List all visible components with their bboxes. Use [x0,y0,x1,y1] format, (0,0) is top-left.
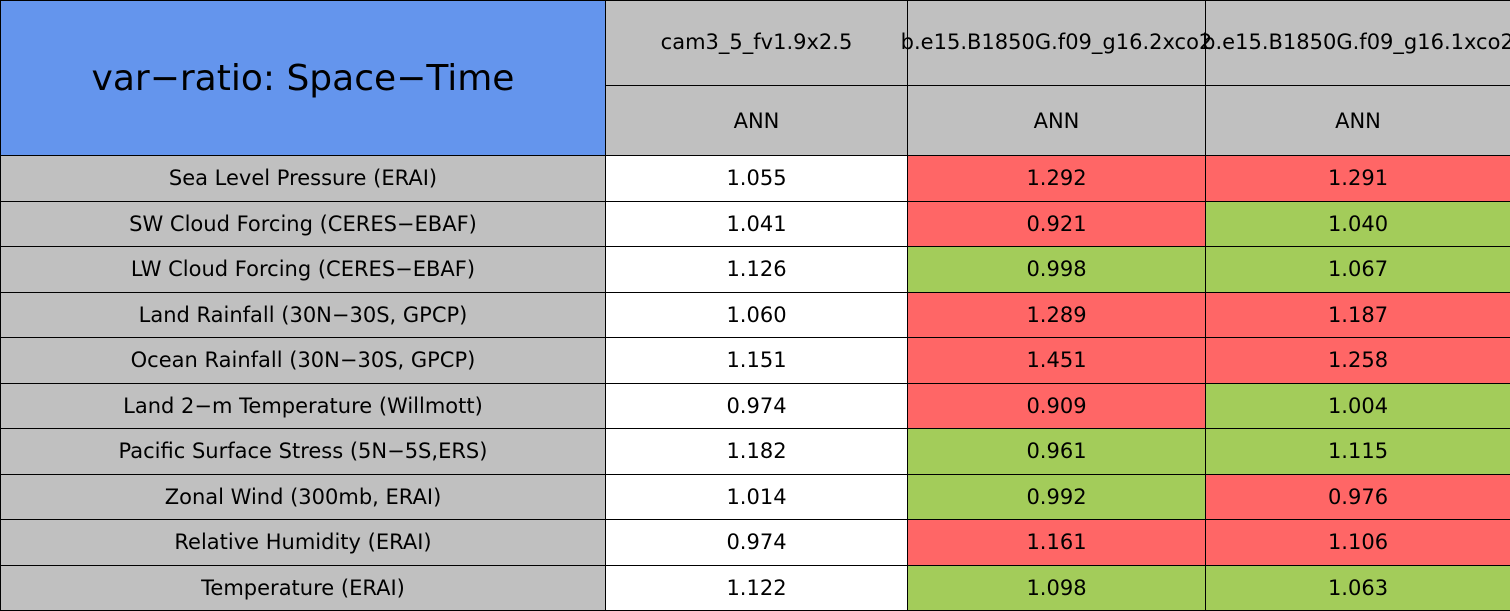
value-cell: 1.055 [605,155,908,202]
value-cell: 1.067 [1205,246,1510,293]
value-cell: 1.161 [907,519,1206,566]
value-cell: 1.258 [1205,337,1510,384]
value-cell: 1.151 [605,337,908,384]
row-label: Ocean Rainfall (30N−30S, GPCP) [0,337,606,384]
model-header: b.e15.B1850G.f09_g16.1xco2 [1202,30,1510,54]
model-header: cam3_5_fv1.9x2.5 [660,30,853,54]
value-cell: 1.060 [605,291,908,338]
model-header: b.e15.B1850G.f09_g16.2xco2 [900,30,1213,54]
value-cell: 0.976 [1205,473,1510,520]
value-cell: 1.289 [907,291,1206,338]
row-label: Land 2−m Temperature (Willmott) [0,382,606,429]
season-header: ANN [907,85,1206,156]
value-cell: 0.961 [907,428,1206,475]
value-cell: 1.063 [1205,564,1510,611]
value-cell: 1.126 [605,246,908,293]
value-cell: 1.040 [1205,200,1510,247]
row-label: LW Cloud Forcing (CERES−EBAF) [0,246,606,293]
value-cell: 1.292 [907,155,1206,202]
value-cell: 1.014 [605,473,908,520]
row-label: Relative Humidity (ERAI) [0,519,606,566]
value-cell: 0.998 [907,246,1206,293]
value-cell: 0.909 [907,382,1206,429]
row-label: Zonal Wind (300mb, ERAI) [0,473,606,520]
value-cell: 1.115 [1205,428,1510,475]
value-cell: 1.291 [1205,155,1510,202]
title-cell: var−ratio: Space−Time [0,0,606,156]
value-cell: 0.992 [907,473,1206,520]
model-header-bg [907,0,1206,86]
value-cell: 0.974 [605,382,908,429]
row-label: Temperature (ERAI) [0,564,606,611]
value-cell: 1.041 [605,200,908,247]
value-cell: 1.187 [1205,291,1510,338]
season-header: ANN [1205,85,1510,156]
season-header: ANN [605,85,908,156]
value-cell: 1.004 [1205,382,1510,429]
row-label: Pacific Surface Stress (5N−5S,ERS) [0,428,606,475]
value-cell: 1.122 [605,564,908,611]
value-cell: 1.451 [907,337,1206,384]
value-cell: 1.182 [605,428,908,475]
value-cell: 1.098 [907,564,1206,611]
model-header-bg [1205,0,1510,86]
row-label: Land Rainfall (30N−30S, GPCP) [0,291,606,338]
value-cell: 1.106 [1205,519,1510,566]
row-label: SW Cloud Forcing (CERES−EBAF) [0,200,606,247]
model-header-bg [605,0,908,86]
value-cell: 0.921 [907,200,1206,247]
value-cell: 0.974 [605,519,908,566]
row-label: Sea Level Pressure (ERAI) [0,155,606,202]
